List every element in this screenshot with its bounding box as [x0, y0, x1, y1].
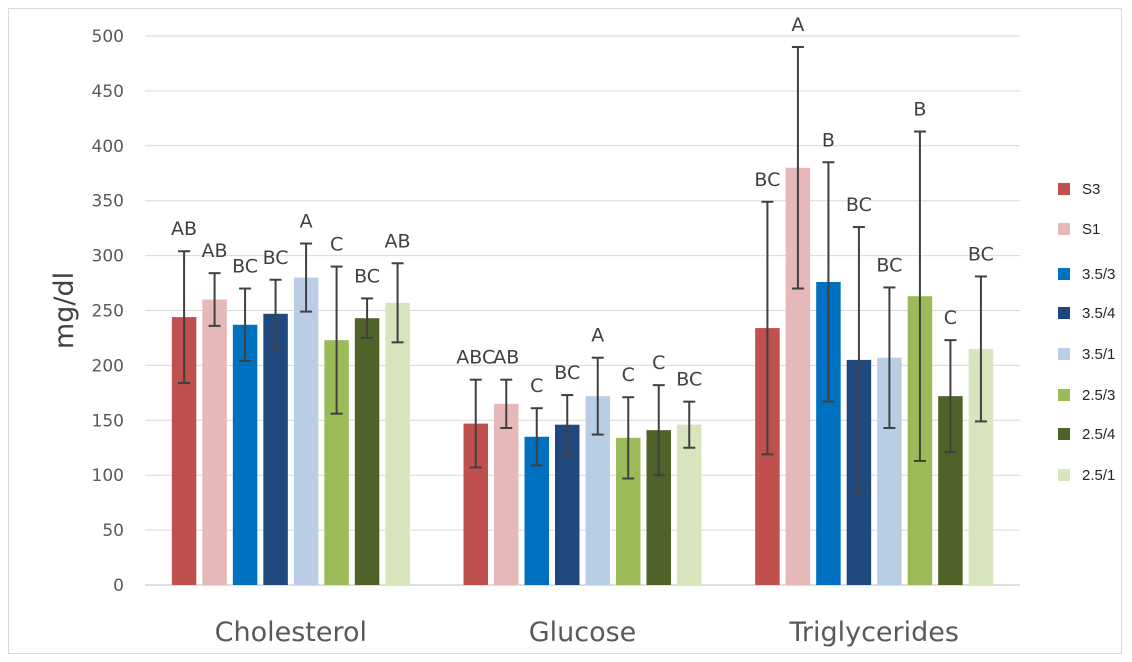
legend-label: S3	[1082, 181, 1100, 198]
legend-label: S1	[1082, 221, 1100, 238]
significance-label: A	[791, 14, 804, 36]
y-tick-label: 350	[92, 192, 124, 212]
bar	[494, 403, 519, 585]
gridlines	[145, 35, 1020, 586]
significance-label: ABC	[456, 347, 495, 369]
legend-label: 2.5/4	[1082, 426, 1115, 443]
significance-label: A	[591, 325, 604, 347]
category-label: Triglycerides	[788, 617, 959, 648]
bar	[385, 302, 410, 585]
y-tick-label: 500	[92, 27, 124, 47]
bar	[677, 424, 702, 585]
category-label: Glucose	[529, 617, 637, 648]
legend-swatch	[1058, 469, 1070, 481]
legend-swatch	[1058, 223, 1070, 235]
significance-label: AB	[385, 230, 411, 252]
significance-label: B	[822, 129, 835, 151]
chart-frame	[8, 8, 1122, 654]
significance-label: AB	[493, 347, 519, 369]
y-axis-label: mg/dl	[49, 272, 80, 349]
legend: S3 S1 3.5/3 3.5/4 3.5/1 2.5/3 2.5/4 2.5/1	[1058, 181, 1115, 484]
significance-label: C	[330, 234, 343, 256]
legend-label: 3.5/1	[1082, 346, 1115, 363]
bar	[293, 277, 319, 585]
legend-swatch	[1058, 428, 1070, 440]
legend-swatch	[1058, 268, 1070, 280]
significance-label: C	[652, 352, 665, 374]
significance-label: BC	[554, 362, 580, 384]
significance-label: BC	[354, 265, 380, 287]
legend-label: 2.5/3	[1082, 387, 1115, 404]
y-tick-label: 250	[92, 302, 124, 322]
significance-label: AB	[171, 218, 197, 240]
y-tick-label: 300	[92, 247, 124, 267]
significance-label: C	[944, 307, 957, 329]
y-tick-label: 400	[92, 137, 124, 157]
y-tick-label: 200	[92, 356, 124, 376]
legend-swatch	[1058, 183, 1070, 195]
error-bars	[178, 45, 987, 494]
y-tick-label: 0	[113, 576, 124, 596]
legend-label: 3.5/3	[1082, 266, 1115, 283]
legend-label: 2.5/1	[1082, 467, 1115, 484]
legend-swatch	[1058, 348, 1070, 360]
y-tick-label: 150	[92, 411, 124, 431]
y-axis-ticks: 0 50 100 150 200 250 300 350 400 450 500	[92, 27, 124, 596]
bar	[263, 313, 288, 585]
significance-label: C	[622, 364, 635, 386]
significance-label: AB	[202, 240, 228, 262]
bar	[354, 318, 380, 585]
significance-label: B	[913, 99, 926, 121]
significance-label: A	[300, 211, 313, 233]
bars	[171, 167, 994, 585]
category-labels: Cholesterol Glucose Triglycerides	[215, 617, 959, 648]
legend-swatch	[1058, 389, 1070, 401]
significance-label: C	[530, 375, 543, 397]
significance-label: BC	[263, 247, 289, 269]
significance-label: BC	[676, 369, 702, 391]
bar	[232, 324, 258, 585]
y-tick-label: 50	[102, 521, 124, 541]
y-tick-label: 100	[92, 466, 124, 486]
category-label: Cholesterol	[215, 617, 367, 648]
legend-label: 3.5/4	[1082, 305, 1115, 322]
significance-label: BC	[754, 169, 780, 191]
bar	[202, 299, 227, 585]
significance-label: BC	[846, 194, 872, 216]
significance-label: BC	[876, 254, 902, 276]
legend-swatch	[1058, 307, 1070, 319]
significance-label: BC	[232, 256, 258, 278]
significance-label: BC	[968, 243, 994, 265]
y-tick-label: 450	[92, 82, 124, 102]
